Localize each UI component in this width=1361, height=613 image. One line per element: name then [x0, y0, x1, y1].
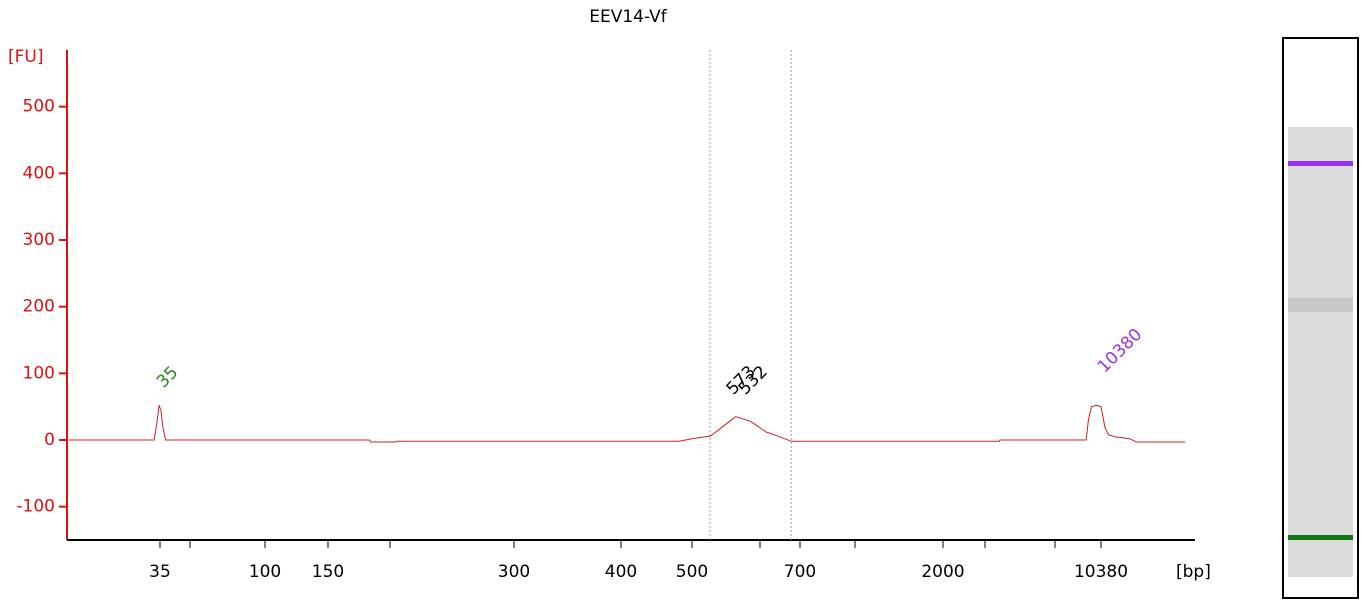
- y-tick-label: 400: [23, 163, 55, 183]
- y-axis-label: [FU]: [8, 47, 44, 67]
- chart-title: EEV14-Vf: [589, 7, 668, 27]
- y-tick-label: 100: [23, 363, 55, 383]
- peak-label: 10380: [1094, 325, 1146, 377]
- peak-label: 35: [153, 363, 182, 392]
- x-tick-label: 700: [784, 562, 816, 582]
- gel-lower-marker: [1288, 535, 1353, 540]
- x-tick-label: 2000: [921, 562, 964, 582]
- y-tick-label: 300: [23, 230, 55, 250]
- gel-band: [1288, 298, 1353, 312]
- x-tick-label: 35: [149, 562, 171, 582]
- x-tick-label: 150: [312, 562, 344, 582]
- x-tick-label: 300: [498, 562, 530, 582]
- x-tick-label: 500: [676, 562, 708, 582]
- x-tick-label: 100: [249, 562, 281, 582]
- trace: [68, 404, 1186, 443]
- x-tick-label: 10380: [1074, 562, 1128, 582]
- minor-ticks: [189, 540, 1056, 548]
- y-tick-label: -100: [16, 497, 55, 517]
- x-axis-label: [bp]: [1176, 562, 1211, 582]
- y-tick-label: 500: [23, 97, 55, 117]
- gel-upper-marker: [1288, 161, 1353, 166]
- x-tick-label: 400: [605, 562, 637, 582]
- gel-background: [1288, 127, 1353, 577]
- y-tick-label: 0: [44, 430, 55, 450]
- y-tick-label: 200: [23, 297, 55, 317]
